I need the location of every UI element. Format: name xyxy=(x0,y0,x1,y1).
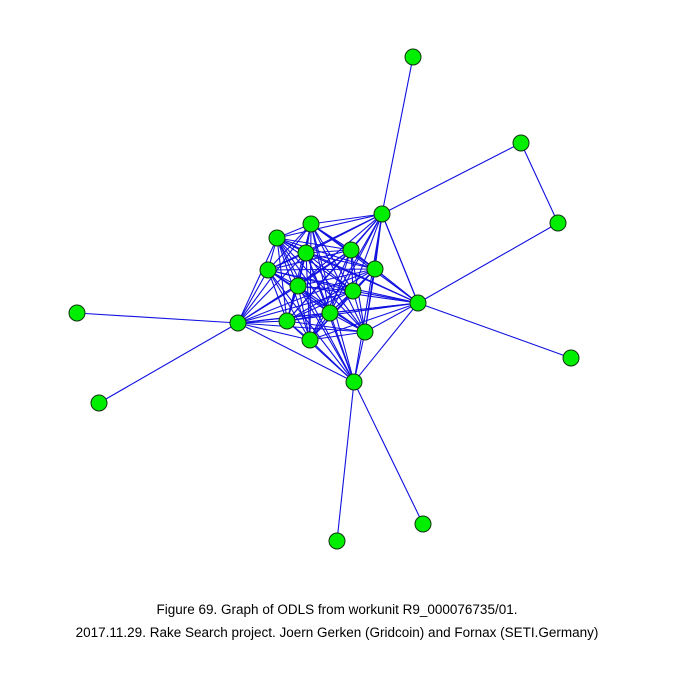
edge xyxy=(353,381,424,525)
edge xyxy=(267,269,311,341)
edge xyxy=(353,331,366,383)
edge xyxy=(276,213,383,239)
edges xyxy=(76,56,572,542)
caption-line: Figure 69. Graph of ODLS from workunit R… xyxy=(157,602,518,617)
edge xyxy=(286,320,366,333)
edge xyxy=(310,223,354,292)
edge xyxy=(309,339,355,383)
edge xyxy=(310,223,419,304)
edge xyxy=(310,223,355,383)
edge xyxy=(309,223,312,341)
edge xyxy=(381,213,419,304)
edge xyxy=(237,290,354,324)
edge xyxy=(364,268,376,333)
edge xyxy=(353,302,419,383)
edge xyxy=(276,237,376,270)
edge xyxy=(267,268,376,271)
edge xyxy=(237,322,366,333)
node xyxy=(345,373,363,391)
edge xyxy=(381,56,414,215)
node xyxy=(259,261,277,279)
edge xyxy=(286,268,376,322)
edge xyxy=(76,312,239,324)
edge xyxy=(237,252,307,324)
node xyxy=(512,134,530,152)
edge xyxy=(297,213,383,287)
node xyxy=(344,282,362,300)
edge xyxy=(329,312,355,383)
caption-line: 2017.11.29. Rake Search project. Joern G… xyxy=(76,625,599,640)
edge xyxy=(329,249,352,314)
node xyxy=(289,277,307,295)
node xyxy=(229,314,247,332)
edge xyxy=(276,237,299,287)
edge xyxy=(305,252,419,304)
node xyxy=(297,244,315,262)
node xyxy=(562,349,580,367)
edge xyxy=(417,302,572,359)
edge xyxy=(310,213,383,225)
node xyxy=(373,205,391,223)
node xyxy=(414,515,432,533)
edge xyxy=(267,269,355,383)
edge xyxy=(352,290,419,304)
edge xyxy=(374,268,419,304)
node xyxy=(409,294,427,312)
nodes xyxy=(68,48,580,550)
node xyxy=(549,214,567,232)
edge xyxy=(267,269,288,322)
edge xyxy=(417,222,559,304)
edge xyxy=(309,213,383,341)
edge xyxy=(276,237,366,333)
edge xyxy=(98,322,239,404)
node xyxy=(268,229,286,247)
edge xyxy=(237,269,269,324)
node xyxy=(342,241,360,259)
edge xyxy=(237,268,376,324)
node xyxy=(321,304,339,322)
node xyxy=(366,260,384,278)
edge xyxy=(237,322,311,341)
node xyxy=(356,323,374,341)
edge xyxy=(237,237,278,324)
node xyxy=(90,394,108,412)
node xyxy=(301,331,319,349)
edge xyxy=(364,302,419,333)
edge xyxy=(237,322,355,383)
edge xyxy=(237,285,299,324)
edge xyxy=(329,302,419,314)
edge xyxy=(336,381,355,542)
edge xyxy=(520,142,559,224)
node xyxy=(404,48,422,66)
edge xyxy=(352,213,383,292)
edge xyxy=(297,268,376,287)
node xyxy=(302,215,320,233)
node xyxy=(68,304,86,322)
edge xyxy=(276,237,352,251)
edge xyxy=(267,269,419,304)
node xyxy=(328,532,346,550)
edge xyxy=(381,142,522,215)
node xyxy=(278,312,296,330)
edge xyxy=(276,237,355,383)
edge xyxy=(353,213,383,383)
edge xyxy=(297,285,355,383)
